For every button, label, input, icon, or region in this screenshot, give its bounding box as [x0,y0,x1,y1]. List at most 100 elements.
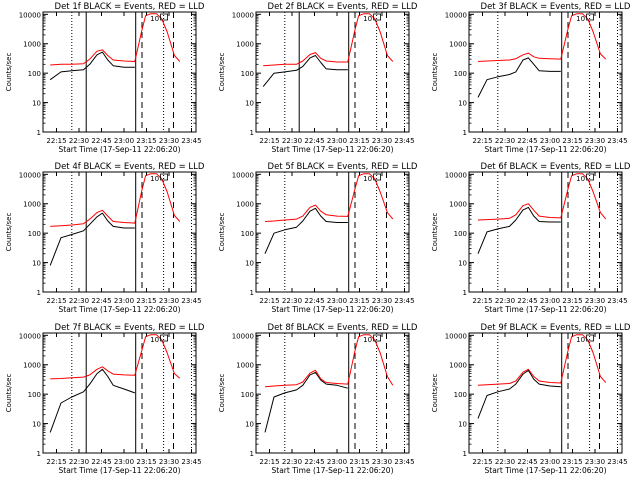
y-tick-label: 10000 [445,332,467,340]
y-tick-label: 1000 [236,41,254,49]
y-axis-label: Counts/sec [431,213,439,252]
x-tick-label: 22:15 [259,297,279,305]
x-tick-label: 22:15 [472,297,492,305]
x-tick-label: 23:45 [181,137,201,145]
detector-panel-9: Det 9f BLACK = Events, RED = LLD 1 10 100 10… [431,323,631,475]
plot-frame [42,11,197,133]
y-tick-label: 100 [454,70,467,78]
y-tick-label: 100 [454,230,467,238]
peak-marker-box [160,334,169,342]
y-tick-label: 10000 [19,11,41,19]
x-tick-label: 23:15 [562,297,582,305]
y-tick-label: 1 [463,129,467,137]
x-axis-label: Start Time (17-Sep-11 22:06:20) [485,305,607,314]
series-line-lld [264,334,394,388]
detector-panel-7: Det 7f BLACK = Events, RED = LLD 1 10 100 10… [5,323,205,475]
panel-title: Det 5f BLACK = Events, RED = LLD [268,162,418,172]
x-tick-label: 23:45 [181,297,201,305]
x-axis-label: Start Time (17-Sep-11 22:06:20) [59,145,181,154]
x-tick-label: 22:45 [517,297,537,305]
y-tick-label: 1 [250,289,254,297]
x-tick-label: 23:15 [136,458,156,466]
y-tick-label: 100 [28,230,41,238]
y-tick-label: 10 [32,100,41,108]
y-tick-label: 100 [454,391,467,399]
panel-title: Det 1f BLACK = Events, RED = LLD [55,2,205,12]
x-axis-label: Start Time (17-Sep-11 22:06:20) [485,145,607,154]
peak-marker-label: 10 [363,15,372,23]
peak-marker-box [373,173,382,181]
series-line-events [49,368,135,433]
y-axis-label: Counts/sec [218,374,226,413]
series-line-events [264,371,348,433]
y-tick-label: 10000 [232,171,254,179]
x-tick-label: 22:15 [46,137,66,145]
plot-frame [42,332,197,454]
y-tick-label: 1000 [236,362,254,370]
x-tick-label: 23:30 [159,458,179,466]
x-tick-label: 22:30 [495,297,515,305]
x-axis-label: Start Time (17-Sep-11 22:06:20) [272,305,394,314]
x-tick-label: 23:30 [159,297,179,305]
x-tick-label: 22:15 [472,137,492,145]
panel-title: Det 2f BLACK = Events, RED = LLD [268,2,418,12]
panel-title: Det 6f BLACK = Events, RED = LLD [481,162,631,172]
y-tick-label: 10000 [445,171,467,179]
x-tick-label: 23:00 [114,137,134,145]
y-tick-label: 1000 [236,201,254,209]
peak-marker-box [160,173,169,181]
series-line-lld [50,13,181,66]
peak-marker-label: 10 [150,336,159,344]
y-tick-label: 1 [250,129,254,137]
plot-frame [468,11,623,133]
plot-frame [42,171,197,293]
series-line-lld [477,13,607,62]
series-line-lld [264,173,394,222]
x-tick-label: 23:45 [607,137,627,145]
x-tick-label: 22:15 [259,458,279,466]
panel-title: Det 7f BLACK = Events, RED = LLD [55,323,205,333]
peak-marker-box [586,334,594,342]
x-tick-label: 23:15 [349,137,369,145]
peak-marker-label: 10 [576,336,585,344]
x-axis-label: Start Time (17-Sep-11 22:06:20) [485,466,607,475]
x-tick-label: 23:30 [372,297,392,305]
x-tick-label: 22:30 [282,297,302,305]
y-tick-label: 100 [241,70,254,78]
x-tick-label: 23:45 [607,458,627,466]
x-tick-label: 23:45 [181,458,201,466]
y-tick-label: 10000 [232,332,254,340]
y-tick-label: 100 [241,230,254,238]
x-tick-label: 23:45 [394,297,414,305]
series-line-lld [263,13,394,67]
y-tick-label: 10 [32,260,41,268]
plot-frame [255,332,410,454]
x-axis-label: Start Time (17-Sep-11 22:06:20) [59,305,181,314]
x-tick-label: 22:15 [472,458,492,466]
peak-marker-box [373,334,382,342]
series-line-events [264,207,348,254]
series-line-lld [477,173,607,221]
x-tick-label: 22:30 [69,137,89,145]
y-tick-label: 10000 [19,332,41,340]
x-tick-label: 22:45 [91,458,111,466]
x-tick-label: 22:15 [259,137,279,145]
x-tick-label: 23:30 [585,458,605,466]
y-tick-label: 1 [463,289,467,297]
panel-title: Det 9f BLACK = Events, RED = LLD [481,323,631,333]
x-axis-label: Start Time (17-Sep-11 22:06:20) [272,466,394,475]
detector-panel-8: Det 8f BLACK = Events, RED = LLD 1 10 100 10… [218,323,418,475]
y-tick-label: 100 [28,391,41,399]
y-tick-label: 1 [37,129,41,137]
peak-marker-label: 10 [150,15,159,23]
y-tick-label: 10 [245,421,254,429]
detector-panel-3: Det 3f BLACK = Events, RED = LLD 1 10 100 10… [431,2,631,154]
x-tick-label: 22:30 [282,458,302,466]
x-tick-label: 22:30 [69,297,89,305]
peak-marker-box [160,13,169,21]
y-tick-label: 1 [37,289,41,297]
y-tick-label: 10 [458,100,467,108]
y-tick-label: 1000 [449,201,467,209]
y-axis-label: Counts/sec [431,53,439,92]
